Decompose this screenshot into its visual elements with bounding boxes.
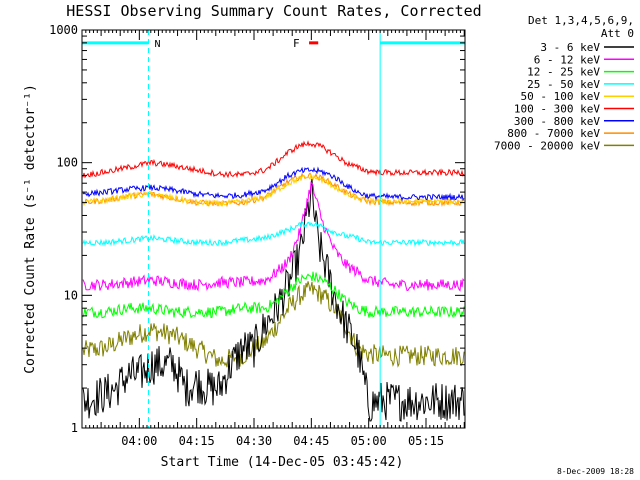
annotation-flare: F — [293, 37, 300, 50]
legend-header-line-1: Det 1,3,4,5,6,9, — [528, 14, 634, 27]
x-tick-label: 05:00 — [351, 434, 387, 448]
series-6-12-kev — [82, 181, 465, 292]
series-25-50-kev — [82, 220, 465, 248]
series-300-800-kev — [82, 166, 465, 202]
y-tick-label: 10 — [64, 288, 78, 302]
y-tick-label: 1 — [71, 421, 78, 435]
legend-header-line-2: Att 0 — [601, 27, 634, 40]
series-line — [82, 173, 465, 208]
series-line — [82, 271, 465, 319]
series-line — [82, 178, 465, 422]
x-tick-label: 04:30 — [236, 434, 272, 448]
y-tick-label: 1000 — [49, 23, 78, 37]
series-line — [82, 166, 465, 202]
series-12-25-kev — [82, 271, 465, 319]
series-3-6-kev — [82, 178, 465, 422]
series-line — [82, 181, 465, 292]
annotation-night: N — [155, 39, 161, 50]
legend-label: 800 - 7000 keV — [507, 127, 600, 140]
legend-label: 300 - 800 keV — [514, 115, 600, 128]
legend-label: 3 - 6 keV — [540, 41, 600, 54]
y-axis: 1 10 100 1000 — [49, 23, 465, 435]
series-7000-20000-kev — [82, 281, 465, 368]
plot-frame — [81, 29, 466, 429]
x-tick-label: 04:15 — [179, 434, 215, 448]
y-tick-label: 100 — [56, 156, 78, 170]
legend-label: 7000 - 20000 keV — [494, 139, 600, 152]
x-axis-label: Start Time (14-Dec-05 03:45:42) — [161, 455, 404, 470]
series-line — [82, 220, 465, 248]
x-tick-label: 05:15 — [408, 434, 444, 448]
series-50-100-kev — [82, 173, 465, 208]
series-line — [82, 281, 465, 368]
x-axis: 04:00 04:15 04:30 04:45 05:00 05:15 — [81, 30, 465, 448]
y-axis-label: Corrected Count Rate (s⁻¹ detector⁻¹) — [23, 84, 38, 374]
series-100-300-kev — [82, 140, 465, 179]
legend-label: 12 - 25 keV — [527, 66, 600, 79]
legend-label: 100 - 300 keV — [514, 103, 600, 116]
series-line — [82, 140, 465, 179]
timestamp: 8-Dec-2009 18:28 — [557, 467, 634, 476]
x-tick-label: 04:45 — [293, 434, 329, 448]
legend-label: 6 - 12 keV — [534, 53, 601, 66]
x-tick-label: 04:00 — [121, 434, 157, 448]
legend-label: 50 - 100 keV — [521, 90, 601, 103]
chart-title: HESSI Observing Summary Count Rates, Cor… — [66, 2, 481, 20]
legend-label: 25 - 50 keV — [527, 78, 600, 91]
